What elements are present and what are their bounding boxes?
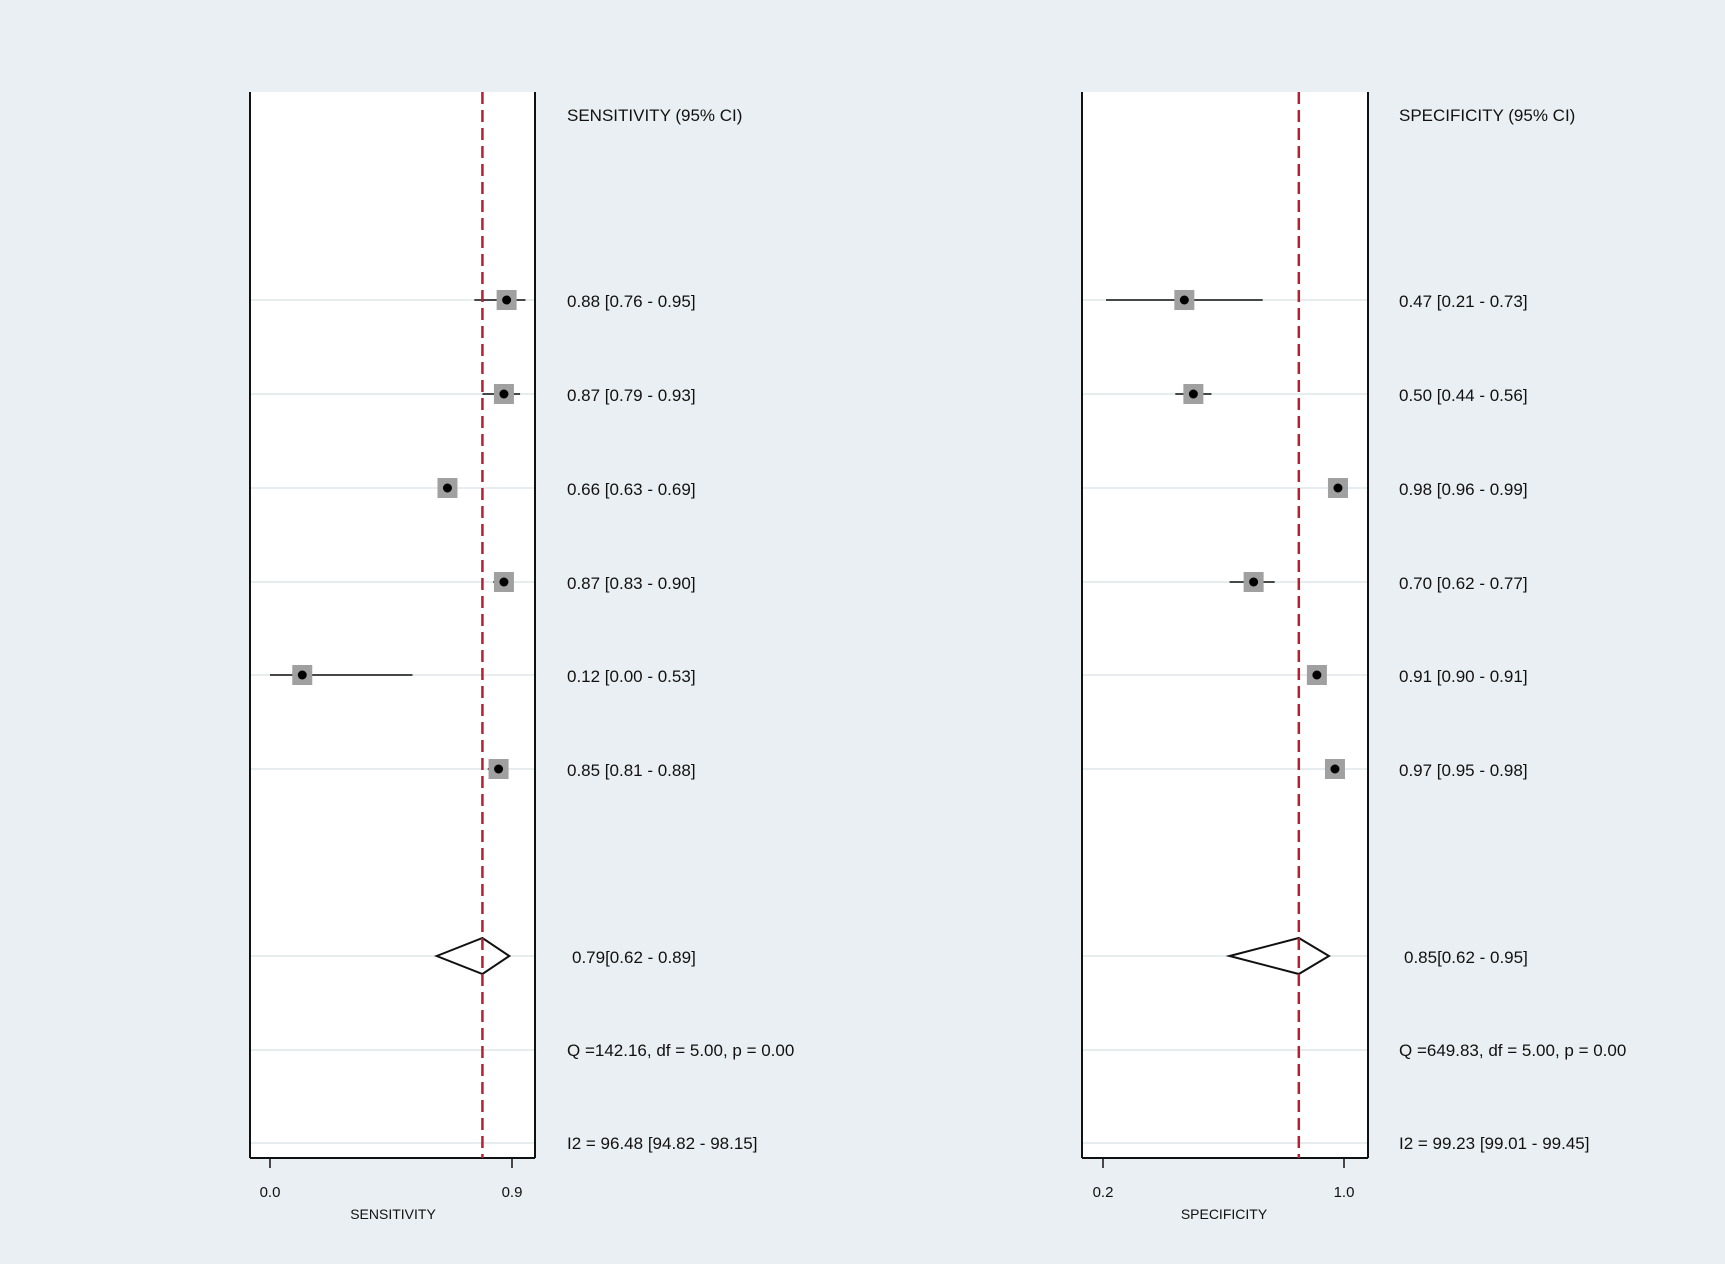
specificity-heterogeneity-q: Q =649.83, df = 5.00, p = 0.00 [1399,1041,1626,1060]
sensitivity-study-label: 0.66 [0.63 - 0.69] [567,480,696,499]
sensitivity-column-header: SENSITIVITY (95% CI) [567,106,742,125]
specificity-pooled-label: 0.85[0.62 - 0.95] [1404,948,1528,967]
sensitivity-study-label: 0.87 [0.79 - 0.93] [567,386,696,405]
sensitivity-pooled-diamond [433,936,512,976]
specificity-axis-tick-label: 1.0 [1334,1184,1355,1201]
sensitivity-forest-plot: 0.0 0.9 SENSITIVITY (95% CI) SENSITIVITY … [249,92,794,1222]
specificity-forest-plot: 0.2 1.0 SPECIFICITY (95% CI) SPECIFICITY … [1081,92,1626,1222]
specificity-study-label: 0.70 [0.62 - 0.77] [1399,574,1528,593]
specificity-study-point [1333,483,1343,493]
specificity-study-point [1179,295,1189,305]
sensitivity-axis-tick-label: 0.0 [260,1184,281,1201]
specificity-pooled-diamond [1225,936,1331,976]
specificity-axis-label: SPECIFICITY [1181,1206,1268,1222]
sensitivity-study-point [502,295,512,305]
sensitivity-study-point [494,764,504,774]
specificity-column-header: SPECIFICITY (95% CI) [1399,106,1575,125]
specificity-study-label: 0.98 [0.96 - 0.99] [1399,480,1528,499]
sensitivity-study-label: 0.12 [0.00 - 0.53] [567,667,696,686]
sensitivity-axis-tick-label: 0.9 [502,1184,523,1201]
sensitivity-study-label: 0.88 [0.76 - 0.95] [567,292,696,311]
specificity-study-point [1249,577,1259,587]
specificity-study-label: 0.47 [0.21 - 0.73] [1399,292,1528,311]
specificity-study-point [1312,670,1322,680]
sensitivity-axis-label: SENSITIVITY [350,1206,436,1222]
sensitivity-study-point [499,577,509,587]
sensitivity-study-point [442,483,452,493]
specificity-study-label: 0.97 [0.95 - 0.98] [1399,761,1528,780]
specificity-heterogeneity-i2: I2 = 99.23 [99.01 - 99.45] [1399,1134,1589,1153]
sensitivity-pooled-label: 0.79[0.62 - 0.89] [572,948,696,967]
sensitivity-heterogeneity-q: Q =142.16, df = 5.00, p = 0.00 [567,1041,794,1060]
specificity-study-point [1330,764,1340,774]
sensitivity-study-point [499,389,509,399]
sensitivity-study-point [297,670,307,680]
sensitivity-heterogeneity-i2: I2 = 96.48 [94.82 - 98.15] [567,1134,757,1153]
sensitivity-study-label: 0.87 [0.83 - 0.90] [567,574,696,593]
specificity-axis-tick-label: 0.2 [1093,1184,1114,1201]
specificity-study-label: 0.50 [0.44 - 0.56] [1399,386,1528,405]
specificity-study-label: 0.91 [0.90 - 0.91] [1399,667,1528,686]
specificity-study-point [1188,389,1198,399]
sensitivity-study-label: 0.85 [0.81 - 0.88] [567,761,696,780]
